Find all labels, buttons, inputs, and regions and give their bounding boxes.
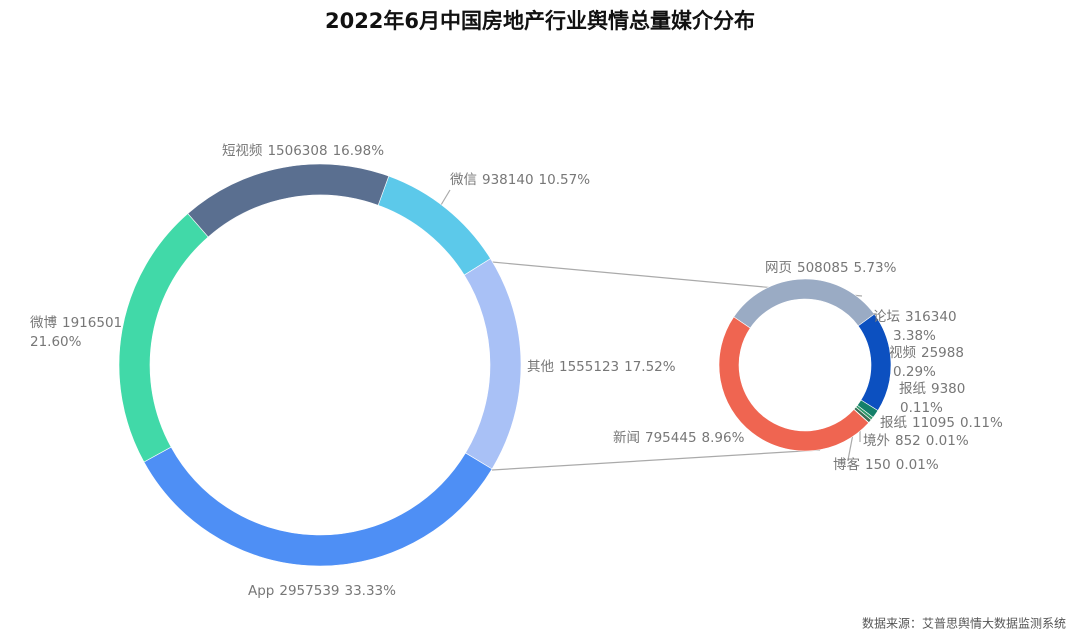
label-value: 9380 xyxy=(931,381,965,397)
label-share: 17.52% xyxy=(624,359,676,375)
data-label: 新闻 795445 8.96% xyxy=(613,430,745,446)
label-share: 0.29% xyxy=(893,364,936,380)
label-share: 8.96% xyxy=(702,430,745,446)
label-value: 1506308 xyxy=(267,143,327,159)
label-share: 0.11% xyxy=(900,400,943,416)
label-share: 33.33% xyxy=(345,583,397,599)
label-value: 2957539 xyxy=(279,583,339,599)
data-label: 网页 508085 5.73% xyxy=(765,260,897,276)
donut-segment xyxy=(187,163,390,238)
label-value: 508085 xyxy=(797,260,849,276)
donut-segment xyxy=(143,446,493,567)
data-label: 报纸 9380 0.11% xyxy=(899,381,965,416)
label-share: 3.38% xyxy=(893,328,936,344)
label-name: 短视频 xyxy=(222,143,263,159)
label-value: 11095 xyxy=(912,415,955,431)
data-label: 视频 25988 0.29% xyxy=(889,345,964,380)
label-value: 1916501 xyxy=(62,315,122,331)
data-label: 报纸 11095 0.11% xyxy=(880,415,1003,431)
data-label: 微博 1916501 21.60% xyxy=(30,314,122,350)
label-name: 新闻 xyxy=(613,430,640,446)
data-label: 短视频 1506308 16.98% xyxy=(222,143,384,159)
label-value: 852 xyxy=(895,433,921,449)
label-value: 25988 xyxy=(921,345,964,361)
label-share: 0.01% xyxy=(926,433,969,449)
label-name: 微信 xyxy=(450,172,477,188)
donut-segment xyxy=(118,213,209,463)
data-label: 境外 852 0.01% xyxy=(863,433,969,449)
label-share: 0.01% xyxy=(896,457,939,473)
label-share: 0.11% xyxy=(960,415,1003,431)
label-name: 报纸 xyxy=(899,381,927,397)
data-label: 微信 938140 10.57% xyxy=(450,172,590,188)
label-share: 21.60% xyxy=(30,334,82,350)
label-value: 938140 xyxy=(482,172,534,188)
label-name: App xyxy=(248,583,274,599)
label-value: 316340 xyxy=(905,309,957,325)
label-name: 论坛 xyxy=(873,309,900,325)
data-label: App 2957539 33.33% xyxy=(248,583,396,599)
label-share: 5.73% xyxy=(854,260,897,276)
data-label: 博客 150 0.01% xyxy=(833,456,939,473)
donut-segment xyxy=(463,258,522,470)
label-share: 16.98% xyxy=(333,143,385,159)
donut-segment xyxy=(377,175,491,276)
donut-segment xyxy=(857,313,892,411)
source-note: 数据来源：艾普思舆情大数据监测系统 xyxy=(862,616,1066,631)
data-label: 其他 1555123 17.52% xyxy=(527,359,676,375)
donut-segment xyxy=(718,316,870,452)
label-name: 网页 xyxy=(765,260,792,276)
label-name: 微博 xyxy=(30,314,57,331)
label-value: 1555123 xyxy=(559,359,619,375)
label-value: 795445 xyxy=(645,430,697,446)
label-value: 150 xyxy=(865,457,891,473)
connector-line xyxy=(491,449,821,471)
label-name: 其他 xyxy=(527,359,554,375)
label-name: 境外 xyxy=(863,433,891,449)
label-name: 报纸 xyxy=(880,415,908,431)
chart-title: 2022年6月中国房地产行业舆情总量媒介分布 xyxy=(325,9,755,33)
label-name: 视频 xyxy=(889,345,917,361)
data-label: 论坛 316340 3.38% xyxy=(873,309,957,344)
label-name: 博客 xyxy=(833,456,861,473)
label-share: 10.57% xyxy=(539,172,591,188)
